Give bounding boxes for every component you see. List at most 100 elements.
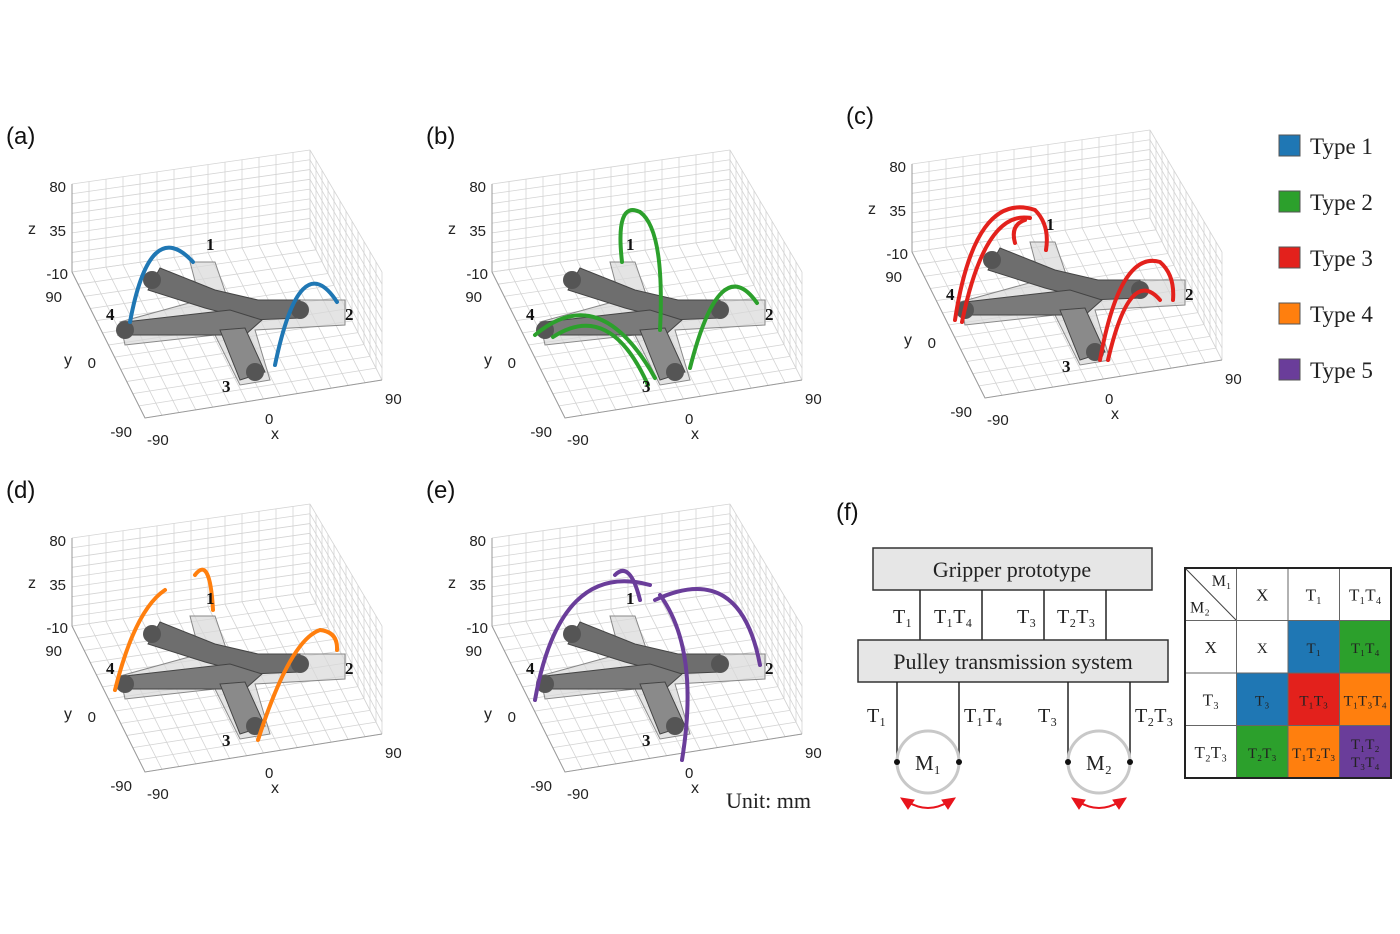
cell-text: T₁ xyxy=(1306,585,1322,604)
trajectory-arc xyxy=(960,215,1032,324)
z-tick-label: -10 xyxy=(886,246,908,263)
trajectory-arc xyxy=(1106,288,1162,362)
link-label: T₁ xyxy=(893,606,912,628)
z-tick-label: 80 xyxy=(469,533,486,550)
table-cell xyxy=(1236,672,1289,726)
x-axis-label: x xyxy=(271,780,279,797)
link-label: T₁T₄ xyxy=(964,705,1002,727)
legend-swatch xyxy=(1278,190,1301,213)
finger-number: 3 xyxy=(222,377,231,396)
z-axis-label: z xyxy=(868,201,876,218)
y-tick-label: 90 xyxy=(45,289,62,306)
y-tick-label: 0 xyxy=(508,709,516,726)
y-axis-label: y xyxy=(484,352,492,369)
y-tick-label: 0 xyxy=(88,709,96,726)
y-tick-label: -90 xyxy=(530,778,552,795)
legend: Type 1 Type 2 Type 3 Type 4 Type 5 xyxy=(1278,134,1373,383)
finger-number: 4 xyxy=(946,285,955,304)
panel-label: (a) xyxy=(6,123,35,150)
finger-number: 3 xyxy=(1062,357,1071,376)
legend-item-type-3: Type 3 xyxy=(1278,246,1373,271)
trajectory-arc xyxy=(953,205,1049,322)
column-header xyxy=(1236,567,1289,621)
legend-swatch xyxy=(1278,134,1301,157)
rotation-arrow-icon xyxy=(1070,797,1128,810)
finger-number: 2 xyxy=(765,305,774,324)
finger-number: 1 xyxy=(206,235,215,254)
z-tick-label: 35 xyxy=(469,577,486,594)
table-cell xyxy=(1236,620,1289,674)
z-tick-label: 80 xyxy=(469,179,486,196)
finger-number: 2 xyxy=(765,659,774,678)
table-cell xyxy=(1339,672,1392,726)
z-tick-label: 35 xyxy=(889,203,906,220)
trajectory-arc xyxy=(551,323,650,387)
trajectory-arc xyxy=(618,208,642,264)
y-tick-label: 0 xyxy=(88,355,96,372)
finger-number: 4 xyxy=(526,659,535,678)
link-label: T₁T₄ xyxy=(934,606,972,628)
y-tick-label: -90 xyxy=(110,778,132,795)
z-tick-label: 35 xyxy=(469,223,486,240)
plot-panel-e: (e) 80 35 -10 z 90 0 -90 y -90 0 90 x 1 2 3 4 xyxy=(426,477,822,803)
y-axis-label: y xyxy=(484,706,492,723)
trajectory-arc xyxy=(1098,258,1176,362)
y-tick-label: 90 xyxy=(465,643,482,660)
lower-links xyxy=(896,682,1131,762)
y-tick-label: 0 xyxy=(928,335,936,352)
x-tick-label: 0 xyxy=(685,765,693,782)
link-label: T₃ xyxy=(1017,606,1036,628)
x-tick-label: -90 xyxy=(567,786,589,803)
finger-number: 4 xyxy=(106,305,115,324)
legend-label: Type 1 xyxy=(1310,134,1373,159)
finger-number: 2 xyxy=(1185,285,1194,304)
legend-label: Type 3 xyxy=(1310,246,1373,271)
legend-swatch xyxy=(1278,358,1301,381)
x-tick-label: -90 xyxy=(147,786,169,803)
y-tick-label: 90 xyxy=(885,269,902,286)
trajectory-arc xyxy=(613,568,642,602)
panel-label: (c) xyxy=(846,103,874,130)
cell-text: X xyxy=(1256,585,1268,604)
legend-item-type-5: Type 5 xyxy=(1278,358,1373,383)
cell-text: T₂T₃ xyxy=(1194,743,1227,762)
motor-label: M₂ xyxy=(1086,751,1112,775)
x-tick-label: 90 xyxy=(1225,371,1242,388)
plot-panel-a: (a) 80 35 -10 z 90 0 -90 y -90 0 90 x 1 2 3 4 xyxy=(6,123,402,449)
legend-swatch xyxy=(1278,302,1301,325)
z-tick-label: 80 xyxy=(889,159,906,176)
y-axis-label: y xyxy=(64,352,72,369)
x-tick-label: -90 xyxy=(567,432,589,449)
cell-text: T₃T₄ xyxy=(1351,755,1380,771)
panel-label: (d) xyxy=(6,477,35,504)
finger-number: 1 xyxy=(206,589,215,608)
panel-label: (b) xyxy=(426,123,455,150)
legend-item-type-2: Type 2 xyxy=(1278,190,1373,215)
x-tick-label: 90 xyxy=(805,391,822,408)
plot-panel-c: (c) 80 35 -10 z 90 0 -90 y -90 0 90 x 1 2 3 4 xyxy=(846,103,1242,429)
trajectory-arc xyxy=(273,281,339,367)
x-tick-label: -90 xyxy=(147,432,169,449)
gripper-model xyxy=(536,615,766,740)
cell-text: T₁T₂ xyxy=(1351,737,1380,753)
y-axis-label: y xyxy=(64,706,72,723)
y-tick-label: 0 xyxy=(508,355,516,372)
cell-text: T₁T₃T₄ xyxy=(1344,693,1387,709)
pulley-system-label: Pulley transmission system xyxy=(893,649,1133,674)
panel-label-f: (f) xyxy=(836,499,859,526)
x-tick-label: 90 xyxy=(805,745,822,762)
unit-label: Unit: mm xyxy=(726,788,811,813)
legend-item-type-1: Type 1 xyxy=(1278,134,1373,159)
trajectory-arc xyxy=(256,627,340,742)
finger-number: 4 xyxy=(106,659,115,678)
column-header xyxy=(1339,567,1392,621)
cell-text: X xyxy=(1257,641,1268,657)
x-axis-label: x xyxy=(691,426,699,443)
corner-m2-label: M₂ xyxy=(1190,600,1210,617)
finger-number: 1 xyxy=(626,589,635,608)
y-tick-label: -90 xyxy=(950,404,972,421)
cell-text: T₁ xyxy=(1307,641,1321,657)
x-tick-label: 0 xyxy=(1105,391,1113,408)
